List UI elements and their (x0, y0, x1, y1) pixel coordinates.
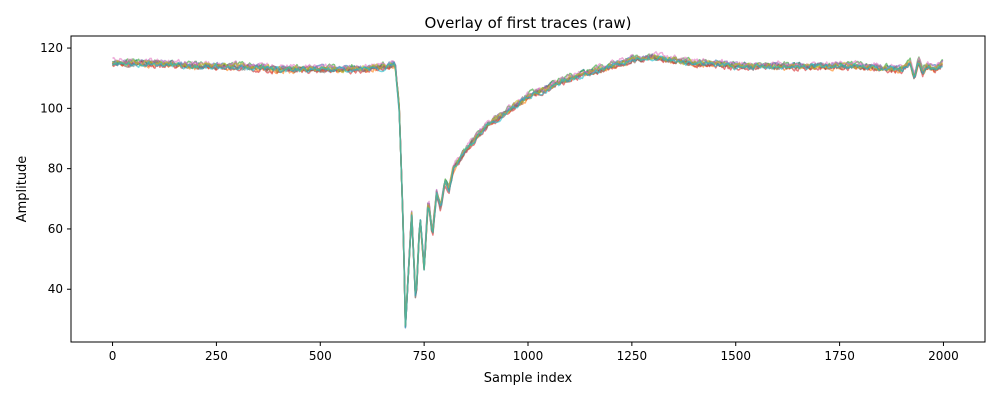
x-tick-label: 1000 (513, 349, 544, 363)
x-axis-title: Sample index (484, 371, 573, 386)
traces-group (111, 51, 944, 329)
x-tick-label: 250 (205, 349, 228, 363)
trace-line-9 (111, 55, 943, 329)
y-tick-label: 100 (40, 101, 63, 115)
x-tick-label: 1500 (720, 349, 751, 363)
x-tick-label: 0 (109, 349, 117, 363)
y-tick-label: 60 (48, 222, 63, 236)
x-tick-label: 2000 (928, 349, 959, 363)
y-tick-label: 120 (40, 41, 63, 55)
y-axis-title: Amplitude (15, 156, 30, 223)
y-tick-label: 40 (48, 282, 63, 296)
trace-line-8 (111, 54, 944, 326)
y-axis: 40 60 80 100 120 (40, 41, 71, 296)
x-tick-label: 1750 (824, 349, 855, 363)
x-tick-label: 500 (309, 349, 332, 363)
x-tick-label: 1250 (617, 349, 648, 363)
x-axis: 0 250 500 750 1000 1250 1500 1750 2000 (109, 342, 959, 363)
y-tick-label: 80 (48, 162, 63, 176)
x-tick-label: 750 (413, 349, 436, 363)
chart-title: Overlay of first traces (raw) (424, 14, 631, 32)
